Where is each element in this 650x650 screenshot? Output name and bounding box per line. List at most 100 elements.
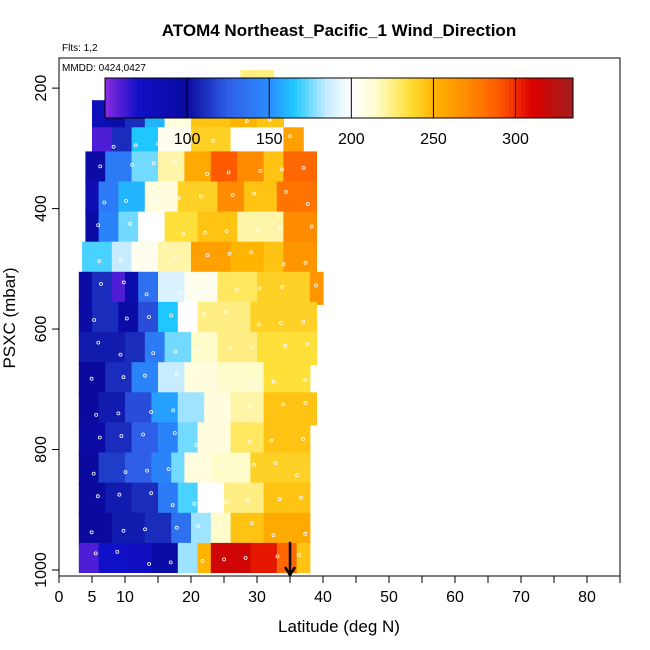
colorbar-tick-label: 250 xyxy=(420,131,447,148)
observation-marker xyxy=(284,190,289,194)
colorbar-step xyxy=(129,78,134,118)
colorbar-step xyxy=(181,78,186,118)
x-axis-label: Latitude (deg N) xyxy=(278,617,400,636)
heat-cell xyxy=(230,392,265,426)
observation-marker xyxy=(257,286,262,291)
heat-cell xyxy=(131,241,159,275)
observation-marker xyxy=(96,223,101,228)
heat-cell xyxy=(243,181,278,215)
heat-cell xyxy=(78,332,100,366)
heat-cell xyxy=(217,332,258,366)
observation-marker xyxy=(170,503,175,508)
colorbar-step xyxy=(189,78,194,118)
heat-cell xyxy=(98,332,126,366)
observation-marker xyxy=(303,260,308,265)
y-axis: 200 400 600 800 1000 xyxy=(33,75,59,588)
observation-marker xyxy=(305,202,310,206)
observation-marker xyxy=(247,440,252,444)
observation-marker xyxy=(121,375,126,380)
colorbar-step xyxy=(157,78,162,118)
heat-cell xyxy=(111,512,146,546)
heat-cell xyxy=(85,181,100,215)
y-tick-label: 1000 xyxy=(33,552,50,588)
observation-marker xyxy=(228,346,233,351)
heat-cell xyxy=(98,181,119,215)
colorbar-step xyxy=(409,78,414,118)
heat-cell xyxy=(158,127,192,155)
x-tick-label: 10 xyxy=(116,589,134,606)
colorbar-step xyxy=(461,78,466,118)
x-tick-label: 80 xyxy=(578,589,596,606)
observation-marker xyxy=(201,312,206,316)
colorbar-step xyxy=(537,78,542,118)
colorbar-step xyxy=(209,78,214,118)
heat-cell xyxy=(144,181,179,215)
observation-marker xyxy=(174,525,179,530)
observation-marker xyxy=(299,495,304,500)
colorbar-step xyxy=(285,78,290,118)
observation-marker xyxy=(181,232,186,237)
heat-cell xyxy=(118,211,139,245)
observation-marker xyxy=(121,528,126,533)
colorbar-step xyxy=(485,78,490,118)
observation-marker xyxy=(309,224,314,229)
colorbar-step xyxy=(473,78,478,118)
observation-marker xyxy=(121,280,126,285)
colorbar-step xyxy=(253,78,258,118)
heat-cell xyxy=(105,362,133,396)
colorbar-step xyxy=(169,78,174,118)
observation-marker xyxy=(91,471,96,476)
observation-marker xyxy=(203,230,207,235)
heat-cell xyxy=(105,422,133,456)
heat-cell xyxy=(98,542,126,573)
observation-marker xyxy=(218,382,222,387)
observation-marker xyxy=(123,470,128,475)
observation-marker xyxy=(166,467,171,472)
colorbar-step xyxy=(205,78,210,118)
observation-marker xyxy=(303,378,308,383)
heat-cell xyxy=(158,301,179,335)
colorbar-step xyxy=(281,78,286,118)
plot-frame xyxy=(58,57,621,577)
observation-marker xyxy=(224,500,229,505)
colorbar-step xyxy=(313,78,318,118)
colorbar-step xyxy=(137,78,142,118)
colorbar-step xyxy=(437,78,442,118)
heat-cell xyxy=(197,542,212,573)
colorbar-step xyxy=(233,78,238,118)
colorbar-step xyxy=(541,78,546,118)
heat-cell xyxy=(204,392,232,426)
observation-marker xyxy=(218,522,222,527)
heat-cell xyxy=(309,271,324,305)
observation-marker xyxy=(205,253,210,258)
observation-marker xyxy=(128,221,133,226)
observation-marker xyxy=(155,197,160,202)
heat-cell xyxy=(131,362,159,396)
heat-cell xyxy=(230,127,284,155)
colorbar-step xyxy=(549,78,554,118)
observation-marker xyxy=(249,381,254,386)
heat-cell xyxy=(184,362,218,396)
observation-marker xyxy=(178,290,183,295)
x-tick-label: 40 xyxy=(314,589,332,606)
colorbar-step xyxy=(125,78,130,118)
colorbar-step xyxy=(161,78,166,118)
colorbar-step xyxy=(373,78,378,118)
heat-cell xyxy=(105,151,133,185)
observation-marker xyxy=(173,254,178,259)
heat-cell xyxy=(184,452,212,486)
colorbar-step xyxy=(365,78,370,118)
observation-marker xyxy=(313,283,318,288)
observation-marker xyxy=(196,524,201,529)
colorbar-step xyxy=(153,78,158,118)
colorbar-step xyxy=(533,78,538,118)
observation-marker xyxy=(93,551,98,556)
heat-cell xyxy=(197,301,251,335)
x-tick-label: 50 xyxy=(380,589,398,606)
heat-cell xyxy=(98,452,126,486)
colorbar-step xyxy=(141,78,146,118)
colorbar-step xyxy=(345,78,350,118)
observation-marker xyxy=(234,287,239,292)
colorbar-step xyxy=(277,78,282,118)
observation-marker xyxy=(201,289,206,294)
